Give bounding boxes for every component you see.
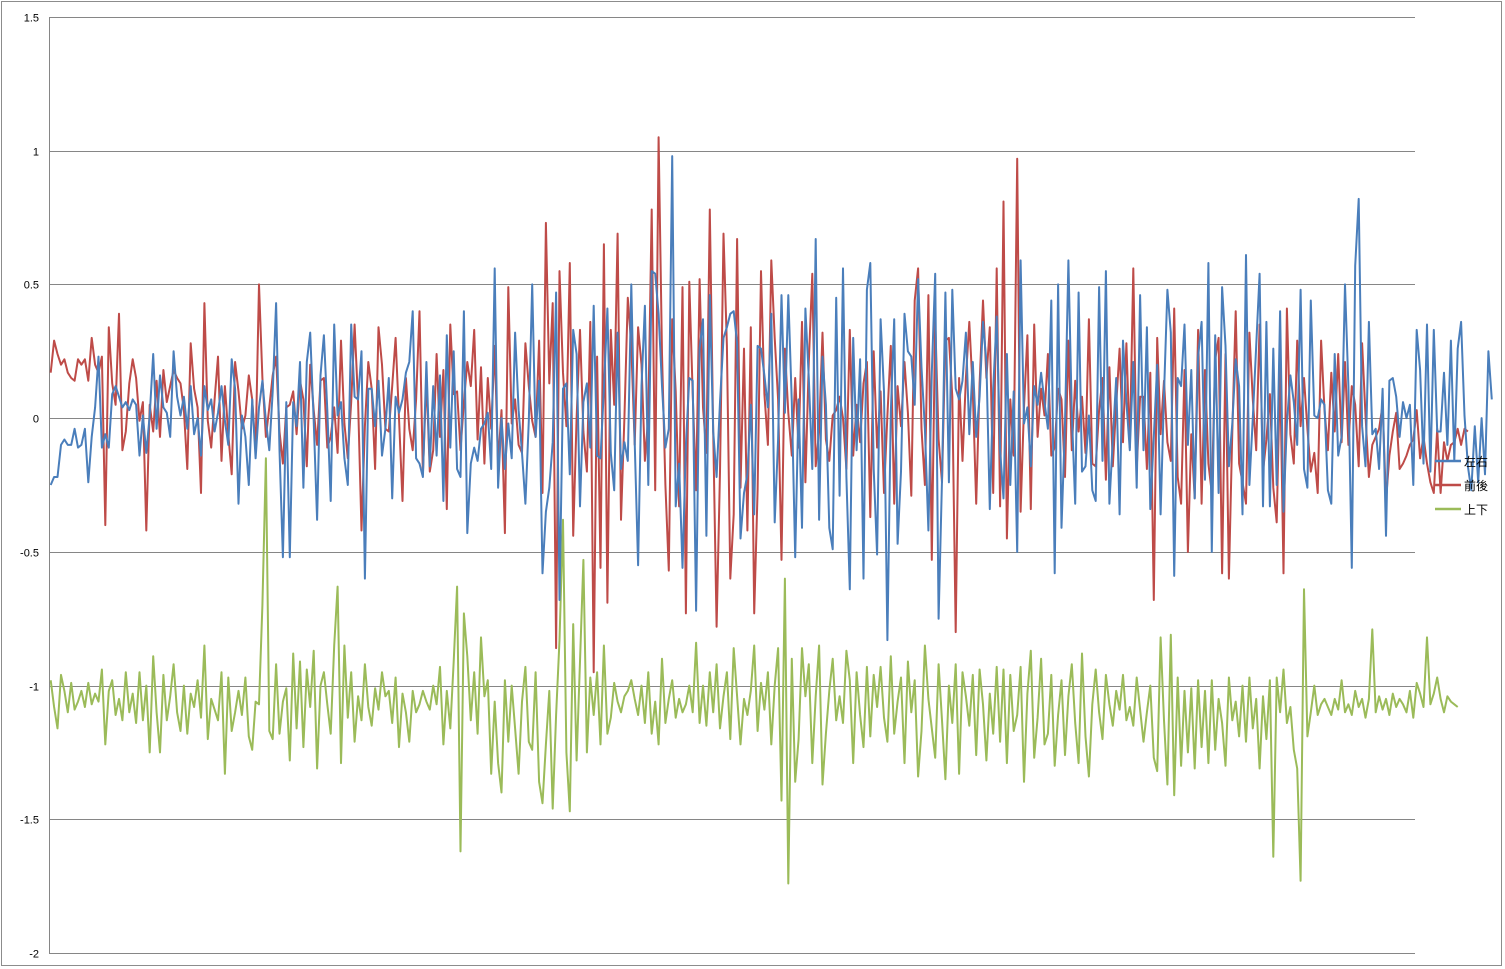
y-tick-label: -1.5 <box>20 815 39 827</box>
y-tick-label: -2 <box>29 949 39 961</box>
series-lines <box>49 136 1493 885</box>
y-tick-label: 0.5 <box>24 280 39 292</box>
y-axis-tick-labels: 1.5 1 0.5 0 -0.5 -1 -1.5 -2 <box>20 13 39 961</box>
series-line-2 <box>49 457 1459 885</box>
legend-label: 上下 <box>1464 503 1488 517</box>
legend-entry: 左右 <box>1435 454 1488 469</box>
legend-entry: 上下 <box>1435 503 1488 517</box>
y-tick-label: 0 <box>33 414 39 426</box>
legend-label: 前後 <box>1464 478 1488 493</box>
y-tick-label: -0.5 <box>20 548 39 560</box>
y-tick-label: 1 <box>33 147 39 159</box>
y-tick-label: 1.5 <box>24 13 39 25</box>
y-tick-label: -1 <box>29 682 39 694</box>
legend-label: 左右 <box>1464 454 1488 469</box>
series-line-0 <box>49 155 1493 642</box>
legend-entry: 前後 <box>1435 478 1488 493</box>
